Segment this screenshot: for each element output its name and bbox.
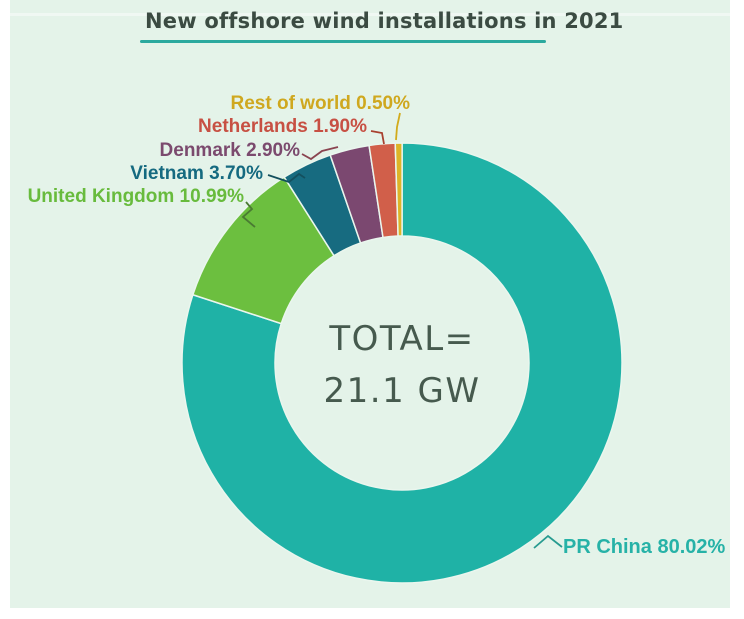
slice-label-netherlands: Netherlands 1.90% (198, 116, 367, 137)
slice-label-rest-of-world: Rest of world 0.50% (230, 93, 411, 114)
donut-center-total: TOTAL= 21.1 GW (252, 313, 552, 417)
leader-line-united-kingdom (241, 201, 256, 228)
leader-line-pr-china (533, 534, 563, 549)
donut-center-total-line1: TOTAL= (329, 319, 475, 359)
panel-seam (10, 13, 730, 16)
slice-label-pr-china: PR China 80.02% (563, 536, 726, 558)
slice-label-vietnam: Vietnam 3.70% (130, 163, 263, 184)
donut-slice-pr-china[interactable] (181, 142, 623, 584)
title-underline (140, 40, 546, 43)
leader-line-rest-of-world (395, 112, 401, 141)
leader-line-vietnam (267, 172, 306, 184)
leader-line-netherlands (370, 130, 385, 145)
slice-label-united-kingdom: United Kingdom 10.99% (27, 186, 244, 207)
slice-label-denmark: Denmark 2.90% (159, 140, 300, 161)
chart-title: New offshore wind installations in 2021 (145, 9, 624, 33)
leader-line-denmark (301, 146, 339, 161)
donut-center-total-line2: 21.1 GW (323, 371, 481, 411)
donut-slice-rest-of-world[interactable] (394, 142, 403, 237)
